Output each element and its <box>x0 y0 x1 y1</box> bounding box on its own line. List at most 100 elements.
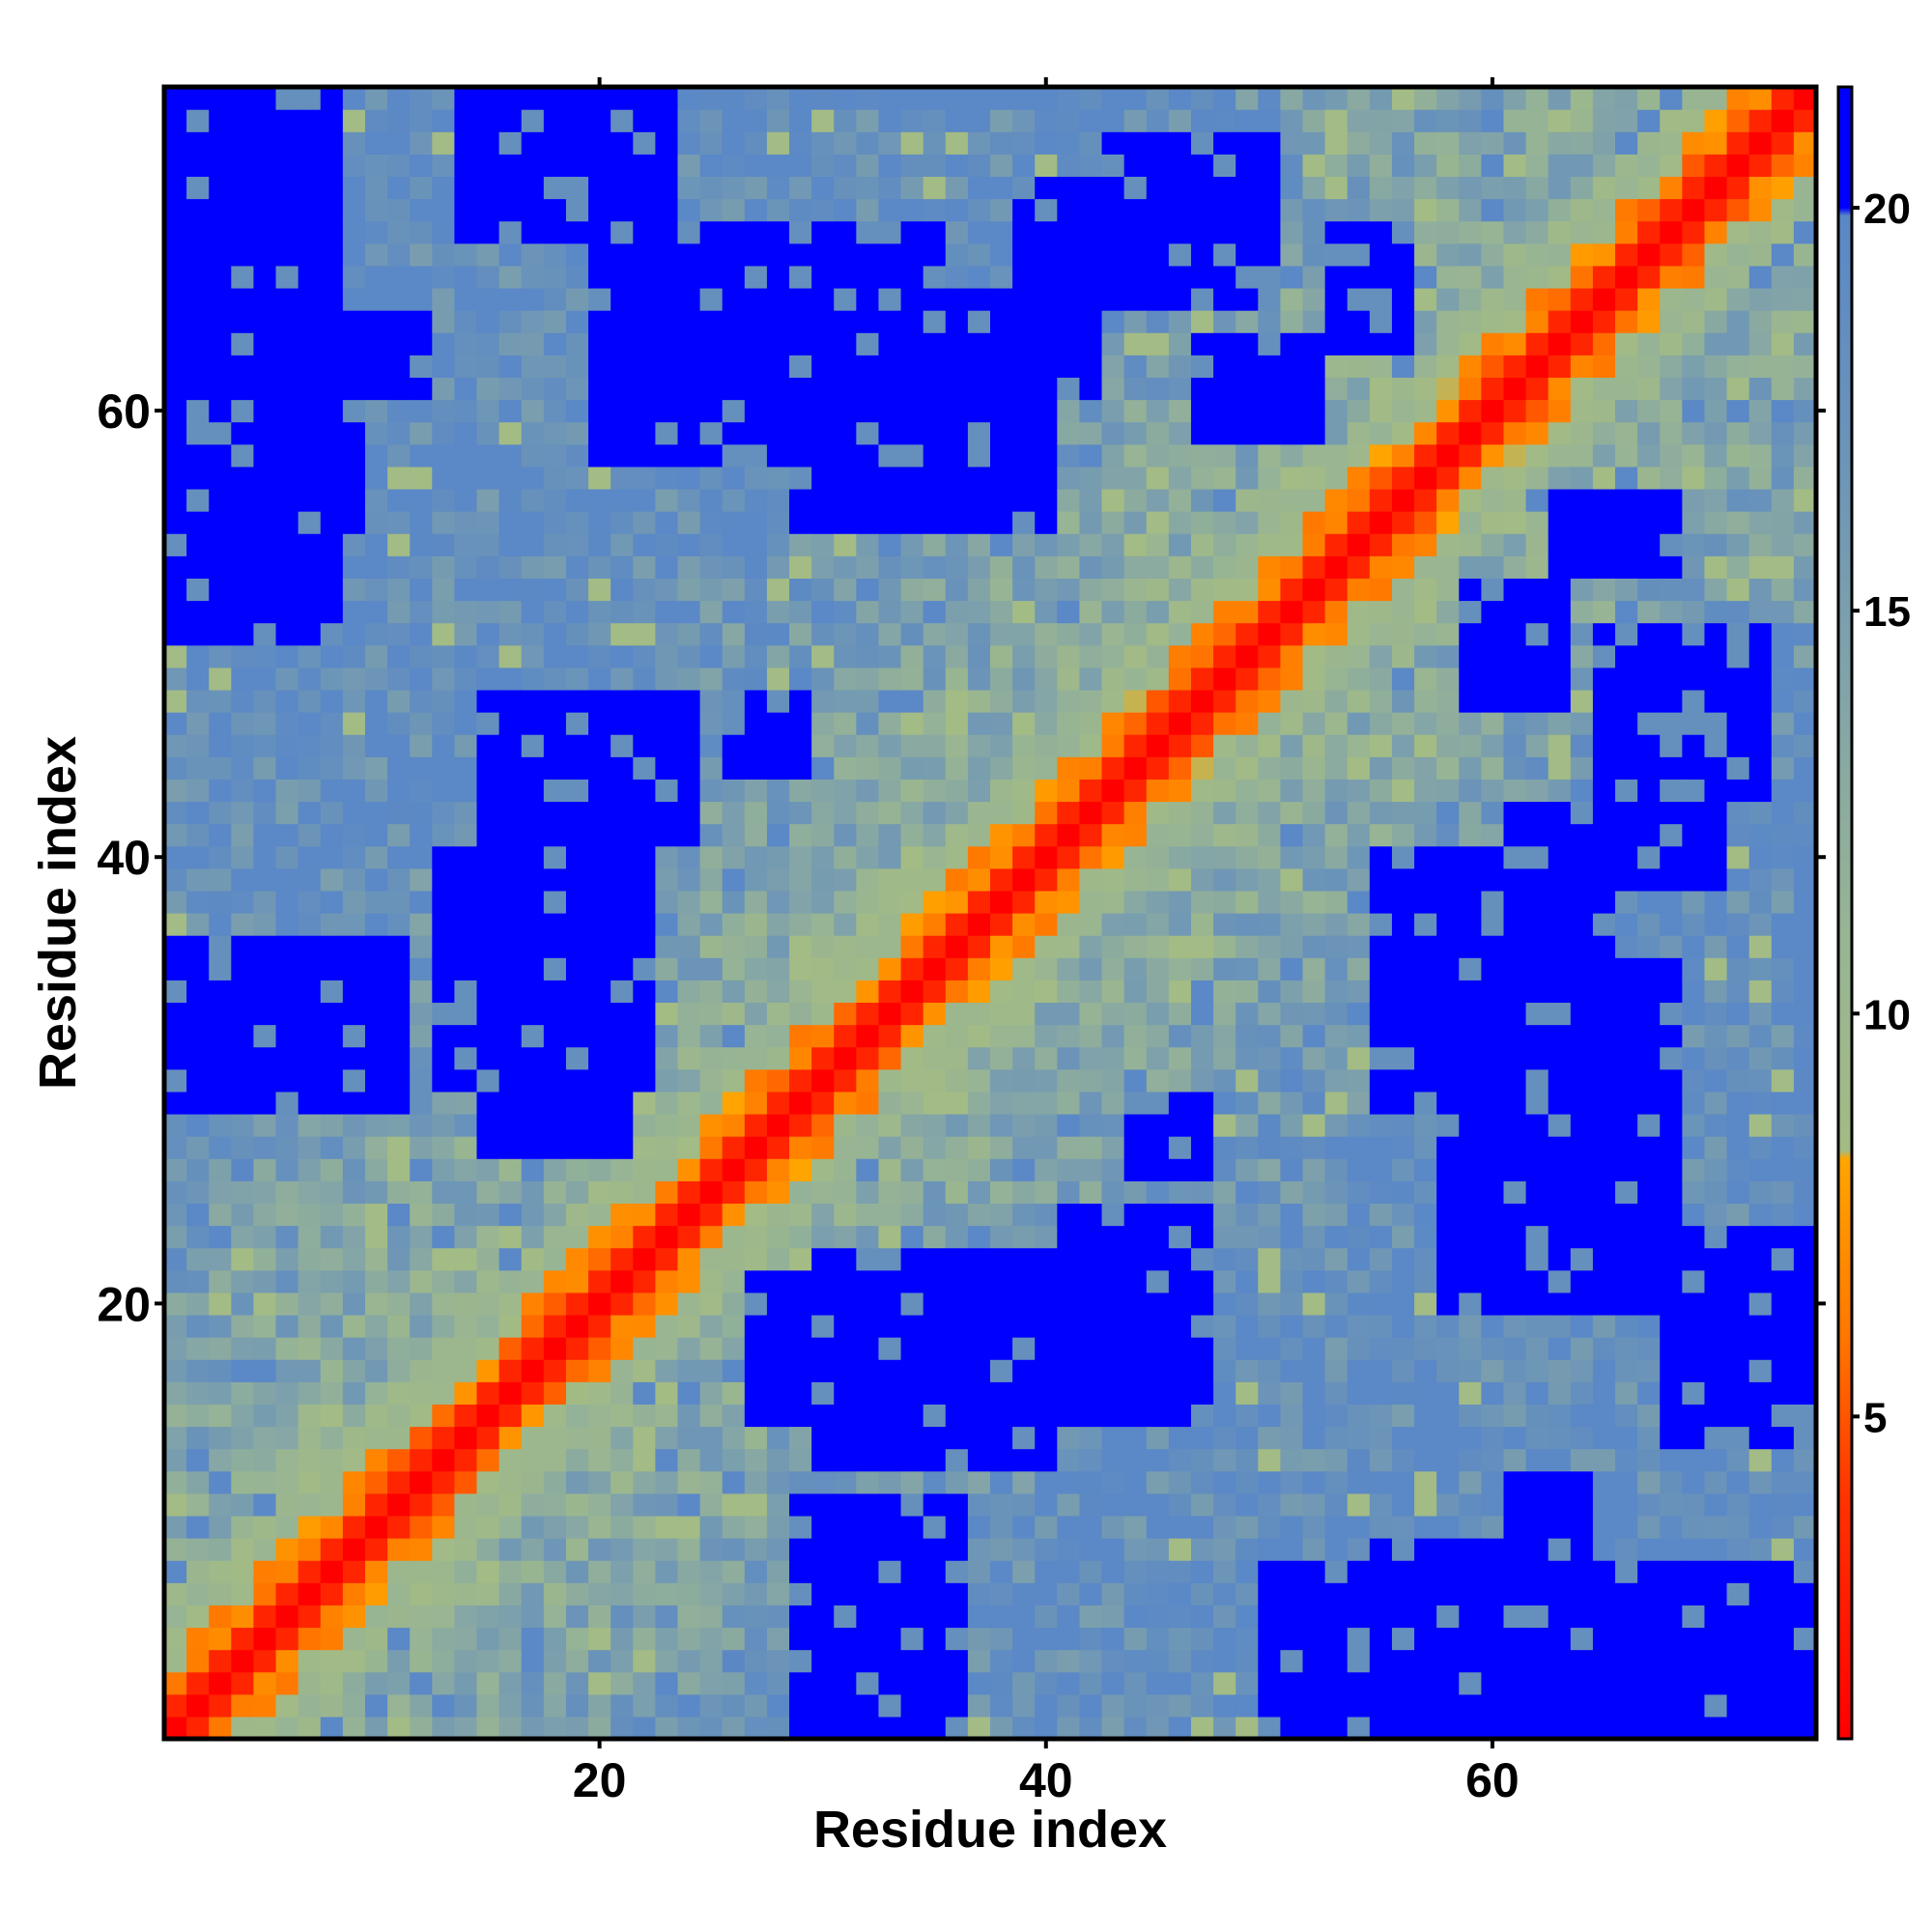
heatmap-cell <box>1101 355 1125 379</box>
heatmap-cell <box>275 1136 299 1159</box>
heatmap-cell <box>454 1136 478 1159</box>
heatmap-cell <box>1236 399 1259 423</box>
heatmap-cell <box>811 1538 835 1561</box>
heatmap-cell <box>945 1203 969 1227</box>
heatmap-cell <box>498 265 523 289</box>
heatmap-cell <box>611 823 634 847</box>
heatmap-cell <box>811 131 835 155</box>
heatmap-cell <box>633 1024 656 1048</box>
heatmap-cell <box>1035 265 1058 289</box>
heatmap-cell <box>655 1337 679 1360</box>
heatmap-cell <box>565 1582 589 1605</box>
heatmap-cell <box>1459 287 1482 311</box>
heatmap-cell <box>967 913 991 936</box>
heatmap-cell <box>1459 1671 1482 1695</box>
heatmap-cell <box>432 466 456 490</box>
heatmap-cell <box>990 1716 1013 1740</box>
heatmap-cell <box>1236 1582 1259 1605</box>
heatmap-cell <box>766 1113 790 1137</box>
heatmap-cell <box>410 1649 433 1673</box>
heatmap-cell <box>811 689 835 713</box>
heatmap-cell <box>1503 1180 1527 1205</box>
heatmap-cell <box>387 1582 411 1605</box>
heatmap-cell <box>521 1605 545 1629</box>
heatmap-cell <box>410 1136 433 1159</box>
heatmap-cell <box>588 1627 611 1651</box>
heatmap-cell <box>789 355 812 379</box>
heatmap-cell <box>498 220 523 244</box>
heatmap-cell <box>364 265 388 289</box>
heatmap-cell <box>253 1627 277 1651</box>
heatmap-cell <box>432 421 456 445</box>
heatmap-cell <box>410 511 433 534</box>
heatmap-cell <box>1592 1627 1616 1651</box>
heatmap-cell <box>1548 712 1572 735</box>
heatmap-cell <box>342 1649 366 1673</box>
heatmap-cell <box>1391 689 1415 713</box>
heatmap-cell <box>1481 1158 1505 1181</box>
heatmap-cell <box>1391 1649 1415 1673</box>
heatmap-cell <box>275 1560 299 1583</box>
heatmap-cell <box>209 890 232 914</box>
heatmap-cell <box>1146 511 1170 534</box>
heatmap-cell <box>1168 555 1192 579</box>
heatmap-cell <box>1302 1649 1326 1673</box>
heatmap-cell <box>744 1203 768 1227</box>
heatmap-cell <box>1057 578 1081 602</box>
heatmap-cell <box>878 1515 902 1539</box>
heatmap-cell <box>1570 1247 1594 1271</box>
heatmap-cell <box>1079 466 1103 490</box>
heatmap-cell <box>1615 1136 1638 1159</box>
heatmap-cell <box>1057 1693 1081 1718</box>
heatmap-cell <box>298 555 322 579</box>
heatmap-cell <box>231 87 255 110</box>
heatmap-cell <box>990 845 1013 869</box>
heatmap-cell <box>231 689 255 713</box>
heatmap-cell <box>1592 1269 1616 1293</box>
heatmap-cell <box>1660 1492 1683 1517</box>
heatmap-cell <box>811 511 835 534</box>
heatmap-cell <box>655 1113 679 1137</box>
heatmap-cell <box>1459 1180 1482 1205</box>
heatmap-cell <box>565 1337 589 1360</box>
heatmap-cell <box>1302 712 1326 735</box>
heatmap-cell <box>1660 1091 1683 1115</box>
heatmap-cell <box>186 1113 210 1137</box>
heatmap-cell <box>498 867 523 892</box>
heatmap-cell <box>342 1180 366 1205</box>
heatmap-cell <box>856 355 880 379</box>
heatmap-cell <box>655 845 679 869</box>
heatmap-cell <box>1236 823 1259 847</box>
heatmap-cell <box>900 131 924 155</box>
heatmap-cell <box>521 1292 545 1316</box>
heatmap-cell <box>1660 1113 1683 1137</box>
heatmap-cell <box>744 154 768 178</box>
heatmap-cell <box>588 488 611 512</box>
heatmap-cell <box>275 1247 299 1271</box>
heatmap-cell <box>565 756 589 780</box>
heatmap-cell <box>1570 421 1594 445</box>
heatmap-cell <box>1035 1448 1058 1472</box>
heatmap-cell <box>1213 913 1236 936</box>
heatmap-cell <box>1637 1448 1661 1472</box>
heatmap-cell <box>1168 667 1192 691</box>
heatmap-cell <box>878 488 902 512</box>
heatmap-cell <box>789 1448 812 1472</box>
heatmap-cell <box>633 466 656 490</box>
heatmap-cell <box>923 712 947 735</box>
heatmap-cell <box>1459 555 1482 579</box>
heatmap-cell <box>1123 176 1148 200</box>
heatmap-cell <box>811 1180 835 1205</box>
heatmap-cell <box>186 1582 210 1605</box>
heatmap-cell <box>186 287 210 311</box>
heatmap-cell <box>945 1448 969 1472</box>
heatmap-cell <box>1280 1671 1304 1695</box>
heatmap-cell <box>565 1538 589 1561</box>
heatmap-cell <box>1168 845 1192 869</box>
heatmap-cell <box>164 533 187 556</box>
heatmap-cell <box>1035 421 1058 445</box>
heatmap-cell <box>789 131 812 155</box>
heatmap-cell <box>432 1158 456 1181</box>
heatmap-cell <box>454 355 478 379</box>
heatmap-cell <box>1369 1002 1393 1026</box>
